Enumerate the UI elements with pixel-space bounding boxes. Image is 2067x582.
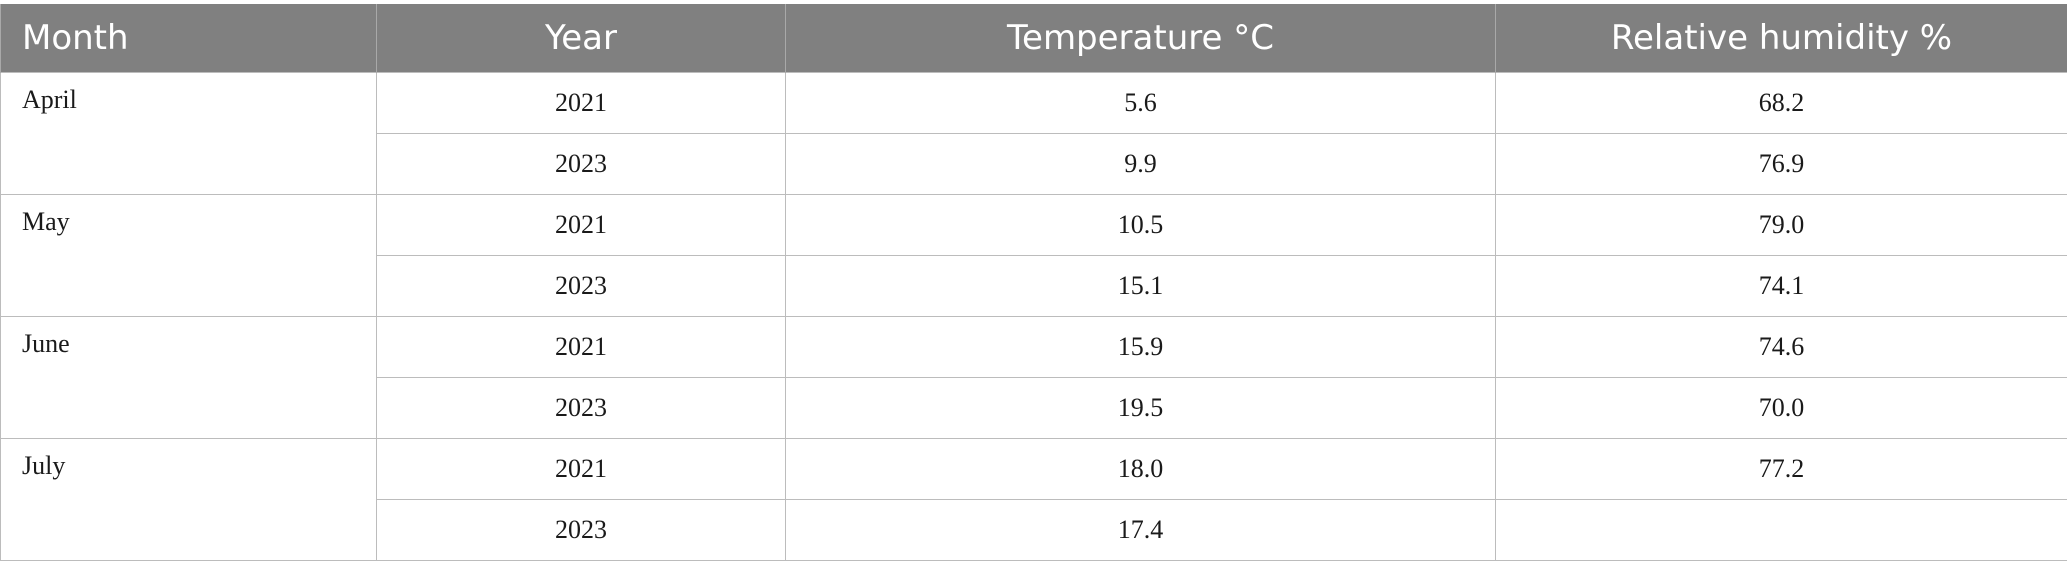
month-cell: April (0, 72, 377, 195)
table-row: April 2021 5.6 68.2 (0, 72, 2067, 195)
humidity-cell: 68.2 (1495, 72, 2067, 134)
year-cell: 2023 (376, 255, 786, 317)
humidity-cell: 74.1 (1495, 255, 2067, 317)
table-row: May 2021 10.5 79.0 (0, 194, 2067, 317)
humidity-cell: 70.0 (1495, 377, 2067, 439)
table-body: April 2021 5.6 68.2 2023 9.9 76.9 May 20… (0, 72, 2067, 561)
month-cell: May (0, 194, 377, 317)
humidity-cell: 76.9 (1495, 133, 2067, 195)
year-cell: 2023 (376, 377, 786, 439)
temperature-cell: 15.9 (785, 316, 1496, 378)
year-cell: 2023 (376, 499, 786, 561)
year-cell: 2021 (376, 438, 786, 500)
year-cell: 2023 (376, 133, 786, 195)
humidity-cell (1495, 499, 2067, 561)
year-cell: 2021 (376, 194, 786, 256)
temperature-cell: 5.6 (785, 72, 1496, 134)
table-row: June 2021 15.9 74.6 (0, 316, 2067, 439)
month-cell: June (0, 316, 377, 439)
year-cell: 2021 (376, 316, 786, 378)
climate-table-container: Month Year Temperature °C Relative humid… (0, 4, 2067, 561)
column-header-year: Year (376, 4, 786, 73)
temperature-cell: 17.4 (785, 499, 1496, 561)
temperature-cell: 18.0 (785, 438, 1496, 500)
table-row: 2023 17.4 (1, 499, 2067, 561)
temperature-cell: 19.5 (785, 377, 1496, 439)
temperature-cell: 15.1 (785, 255, 1496, 317)
column-header-temperature: Temperature °C (785, 4, 1496, 73)
table-row: July 2021 18.0 77.2 (0, 438, 2067, 561)
header-row: Month Year Temperature °C Relative humid… (0, 4, 2067, 73)
table-header: Month Year Temperature °C Relative humid… (0, 4, 2067, 73)
climate-table: Month Year Temperature °C Relative humid… (0, 4, 2067, 561)
column-header-month: Month (0, 4, 377, 73)
column-header-humidity: Relative humidity % (1495, 4, 2067, 73)
table-row: 2023 19.5 70.0 (1, 377, 2067, 439)
humidity-cell: 79.0 (1495, 194, 2067, 256)
humidity-cell: 77.2 (1495, 438, 2067, 500)
month-cell: July (0, 438, 377, 561)
table-row: 2023 9.9 76.9 (1, 133, 2067, 195)
temperature-cell: 9.9 (785, 133, 1496, 195)
humidity-cell: 74.6 (1495, 316, 2067, 378)
year-cell: 2021 (376, 72, 786, 134)
temperature-cell: 10.5 (785, 194, 1496, 256)
